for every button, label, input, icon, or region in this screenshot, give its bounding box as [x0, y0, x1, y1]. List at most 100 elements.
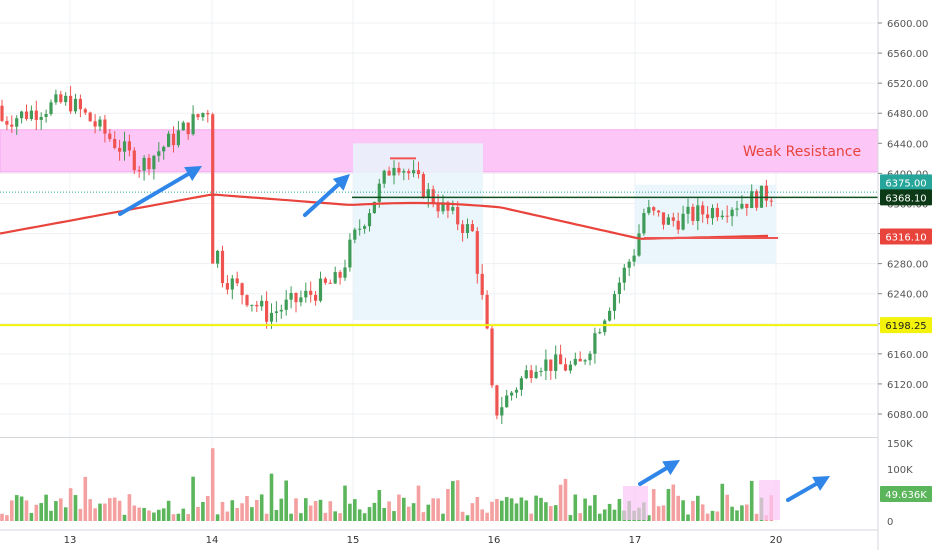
volume-bar — [583, 498, 587, 521]
volume-bar — [63, 507, 68, 521]
volume-bar — [166, 500, 171, 521]
volume-bar — [534, 495, 538, 521]
candle-body — [735, 208, 739, 210]
candle-body — [78, 98, 82, 110]
candle-body — [764, 185, 768, 201]
volume-bar — [284, 480, 288, 521]
candle-body — [407, 171, 411, 174]
candle-body — [363, 226, 367, 229]
volume-bar — [343, 485, 347, 521]
candle-body — [162, 146, 166, 152]
last-price-label: 6375.00 — [885, 178, 926, 189]
candle-body — [0, 105, 4, 121]
arrows — [118, 166, 830, 502]
candle-body — [470, 224, 474, 232]
volume-bar — [715, 511, 720, 521]
candle-body — [397, 167, 401, 173]
candle-body — [318, 278, 323, 301]
volume-bar — [397, 494, 401, 521]
candle-body — [250, 304, 254, 306]
candle-body — [353, 229, 357, 240]
volume-bar — [485, 512, 489, 521]
volume-bar — [152, 512, 156, 521]
candle-body — [98, 119, 102, 127]
volume-bar — [671, 484, 676, 521]
candle-body — [627, 261, 631, 268]
candle-body — [255, 304, 259, 307]
volume-bar — [431, 498, 435, 521]
volume-bar — [558, 484, 563, 521]
volume-bar — [348, 503, 352, 521]
volume-bar — [740, 505, 744, 521]
time-tick-label: 15 — [347, 535, 360, 546]
volume-bar — [161, 508, 166, 521]
price-tick-label: 6160.00 — [887, 350, 928, 361]
candle-body — [568, 364, 572, 371]
price-labels: 6375.00 6368.10 6316.10 6198.25 49.636K — [880, 174, 932, 502]
volume-bar — [705, 513, 710, 521]
candle-body — [603, 320, 607, 333]
candle-body — [118, 147, 122, 152]
volume-bar — [68, 488, 73, 521]
volume-bar — [593, 495, 597, 521]
volume-bar — [460, 511, 465, 521]
volume-bar — [411, 503, 416, 521]
candle-body — [676, 220, 680, 230]
volume-bar — [294, 498, 298, 521]
volume-bar — [720, 483, 725, 521]
candle-body — [201, 113, 205, 118]
support-label-bg — [880, 317, 932, 334]
volume-bar — [436, 498, 440, 521]
candle-body — [608, 310, 612, 321]
volume-bar — [725, 494, 729, 521]
volume-bar — [49, 510, 53, 521]
volume-bar — [103, 503, 107, 521]
volume-bar — [544, 502, 548, 521]
volume-bar — [617, 499, 622, 521]
arrow-volume-1-head — [662, 460, 680, 476]
resistance-zone-label: Weak Resistance — [743, 144, 861, 160]
volume-bar — [112, 497, 117, 521]
candle-body — [54, 94, 58, 103]
candle-body — [637, 233, 641, 256]
volume-bar — [691, 500, 695, 521]
candle-body — [519, 378, 523, 390]
volume-bar — [250, 507, 254, 521]
volume-bar — [519, 497, 524, 521]
volume-bar — [490, 501, 494, 521]
candle-body — [755, 191, 759, 208]
volume-bar — [34, 504, 39, 521]
candle-body — [39, 116, 43, 120]
volume-bar — [98, 503, 102, 521]
volume-bar — [446, 488, 450, 521]
volume-bar — [666, 489, 671, 521]
candle-body — [274, 311, 278, 313]
volume-bar — [676, 495, 680, 521]
volume-bar — [387, 501, 391, 521]
candle-body — [490, 328, 494, 386]
volume-bar — [157, 509, 161, 521]
volume-bar — [470, 503, 475, 521]
time-tick-label: 20 — [770, 535, 783, 546]
volume-bar — [338, 513, 342, 521]
candle-body — [632, 255, 636, 262]
candle-body — [69, 95, 73, 112]
volume-bar — [475, 496, 480, 521]
trend-line-label-bg — [880, 189, 932, 206]
volume-bar — [568, 515, 573, 521]
candle-body — [284, 299, 288, 310]
volume-bar — [735, 510, 739, 521]
candle-body — [181, 122, 185, 131]
volume-bar — [181, 508, 186, 521]
time-tick-label: 16 — [488, 535, 501, 546]
volume-bar — [357, 509, 362, 521]
candle-body — [49, 102, 53, 115]
candle-body — [294, 292, 298, 303]
candle-body — [191, 114, 195, 135]
candle-body — [745, 203, 749, 209]
candle-body — [269, 312, 274, 322]
volume-bar — [514, 503, 519, 521]
candle-body — [358, 228, 362, 230]
